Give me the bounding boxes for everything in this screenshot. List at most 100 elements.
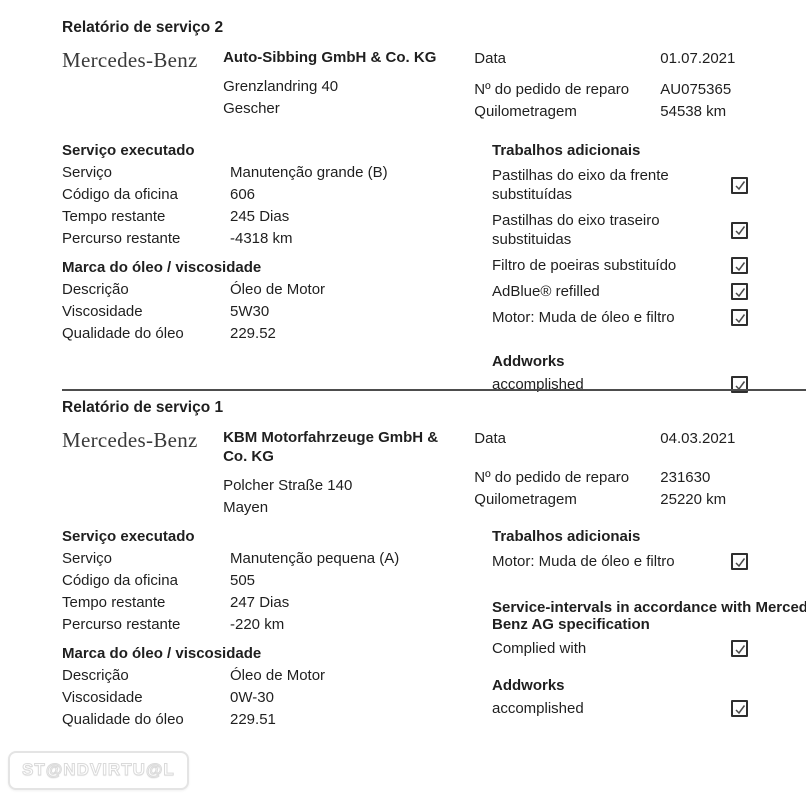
kv-workshop-code: Código da oficina 505 (62, 570, 492, 592)
repair-order-label: Nº do pedido de reparo (474, 469, 630, 486)
oil-viscosity-value: 0W-30 (230, 689, 274, 706)
additional-work-item: Pastilhas do eixo da frente substituídas (492, 166, 806, 204)
checked-checkbox-icon (731, 553, 748, 570)
addworks-status-row: accomplished (492, 375, 806, 394)
distance-remaining-value: -220 km (230, 616, 285, 633)
additional-work-item: Motor: Muda de óleo e filtro (492, 308, 806, 327)
report-body: Serviço executado Serviço Manutenção peq… (62, 526, 806, 731)
report-title: Relatório de serviço 1 (62, 399, 224, 416)
dealer-street: Grenzlandring 40 (223, 78, 339, 95)
mileage-value: 54538 km (660, 103, 727, 120)
dealer-name: Auto-Sibbing GmbH & Co. KG (223, 49, 437, 66)
checked-checkbox-icon (731, 176, 748, 194)
additional-work-item: AdBlue® refilled (492, 282, 806, 301)
time-remaining-value: 245 Dias (230, 208, 290, 225)
report-left-column: Serviço executado Serviço Manutenção peq… (62, 526, 492, 731)
kv-time-remaining: Tempo restante 247 Dias (62, 592, 492, 614)
oil-section-heading: Marca do óleo / viscosidade (62, 259, 262, 276)
kv-workshop-code: Código da oficina 606 (62, 184, 492, 206)
checked-checkbox-icon (731, 700, 748, 717)
meta-row-repair-order: Nº do pedido de reparo AU075365 (474, 79, 806, 101)
date-value: 01.07.2021 (660, 50, 736, 67)
meta-row-date: Data 04.03.2021 (474, 428, 806, 450)
service-intervals-status-row: Complied with (492, 639, 806, 658)
additional-work-label: Filtro de poeiras substituído (492, 257, 677, 274)
dealer-address-block: KBM Motorfahrzeuge GmbH & Co. KG Polcher… (223, 428, 474, 519)
repair-order-value: AU075365 (660, 81, 732, 98)
report-meta-block: Data 04.03.2021 Nº do pedido de reparo 2… (474, 428, 806, 519)
workshop-code-label: Código da oficina (62, 572, 178, 589)
additional-works-heading: Trabalhos adicionais (492, 142, 641, 159)
oil-description-label: Descrição (62, 281, 129, 298)
additional-work-label: AdBlue® refilled (492, 283, 600, 300)
additional-work-label: Motor: Muda de óleo e filtro (492, 309, 675, 326)
meta-row-repair-order: Nº do pedido de reparo 231630 (474, 467, 806, 489)
dealer-city: Mayen (223, 499, 269, 516)
additional-work-label: Motor: Muda de óleo e filtro (492, 553, 675, 570)
standvirtual-watermark: ST@NDVIRTU@L (8, 751, 189, 790)
report-header: Mercedes-Benz KBM Motorfahrzeuge GmbH & … (62, 428, 806, 519)
oil-description-label: Descrição (62, 667, 129, 684)
time-remaining-value: 247 Dias (230, 594, 290, 611)
oil-viscosity-value: 5W30 (230, 303, 270, 320)
kv-distance-remaining: Percurso restante -4318 km (62, 228, 492, 250)
meta-row-mileage: Quilometragem 54538 km (474, 101, 806, 123)
checked-checkbox-icon (731, 257, 748, 274)
addworks-heading: Addworks (492, 353, 565, 370)
oil-viscosity-label: Viscosidade (62, 689, 143, 706)
mileage-label: Quilometragem (474, 491, 577, 508)
kv-oil-viscosity: Viscosidade 0W-30 (62, 687, 492, 709)
oil-quality-value: 229.51 (230, 711, 276, 728)
dealer-city: Gescher (223, 100, 280, 117)
kv-oil-description: Descrição Óleo de Motor (62, 665, 492, 687)
workshop-code-label: Código da oficina (62, 186, 178, 203)
report-right-column: Trabalhos adicionais Motor: Muda de óleo… (492, 526, 806, 731)
meta-row-mileage: Quilometragem 25220 km (474, 489, 806, 511)
addworks-status-row: accomplished (492, 699, 806, 718)
service-intervals-status-label: Complied with (492, 640, 587, 657)
standvirtual-watermark-text: ST@NDVIRTU@L (22, 760, 175, 780)
time-remaining-label: Tempo restante (62, 208, 166, 225)
workshop-code-value: 606 (230, 186, 256, 203)
additional-work-item: Pastilhas do eixo traseiro substituidas (492, 211, 806, 249)
report-divider (62, 389, 806, 391)
report-meta-block: Data 01.07.2021 Nº do pedido de reparo A… (474, 48, 806, 123)
service-label: Serviço (62, 164, 113, 181)
kv-service: Serviço Manutenção pequena (A) (62, 548, 492, 570)
kv-oil-quality: Qualidade do óleo 229.52 (62, 323, 492, 345)
date-value: 04.03.2021 (660, 430, 736, 447)
service-report-1: Relatório de serviço 1 Mercedes-Benz KBM… (0, 398, 806, 731)
addworks-status-label: accomplished (492, 376, 584, 393)
distance-remaining-value: -4318 km (230, 230, 293, 247)
mileage-value: 25220 km (660, 491, 727, 508)
checked-checkbox-icon (731, 376, 748, 393)
kv-oil-quality: Qualidade do óleo 229.51 (62, 709, 492, 731)
additional-works-list: Pastilhas do eixo da frente substituídas… (492, 166, 806, 327)
dealer-street: Polcher Straße 140 (223, 477, 353, 494)
workshop-code-value: 505 (230, 572, 256, 589)
additional-works-heading: Trabalhos adicionais (492, 528, 641, 545)
additional-work-label: Pastilhas do eixo traseiro substituidas (492, 212, 660, 248)
report-body: Serviço executado Serviço Manutenção gra… (62, 140, 806, 401)
oil-quality-label: Qualidade do óleo (62, 325, 184, 342)
service-report-2: Relatório de serviço 2 Mercedes-Benz Aut… (0, 18, 806, 401)
distance-remaining-label: Percurso restante (62, 230, 181, 247)
service-intervals-heading: Service-intervals in accordance with Mer… (492, 599, 806, 633)
mileage-label: Quilometragem (474, 103, 577, 120)
repair-order-value: 231630 (660, 469, 711, 486)
mercedes-benz-wordmark: Mercedes-Benz (62, 428, 198, 452)
meta-row-date: Data 01.07.2021 (474, 48, 806, 70)
dealer-address-block: Auto-Sibbing GmbH & Co. KG Grenzlandring… (223, 48, 474, 123)
service-value: Manutenção grande (B) (230, 164, 388, 181)
kv-time-remaining: Tempo restante 245 Dias (62, 206, 492, 228)
oil-description-value: Óleo de Motor (230, 281, 326, 298)
repair-order-label: Nº do pedido de reparo (474, 81, 630, 98)
dealer-name: KBM Motorfahrzeuge GmbH & Co. KG (223, 429, 439, 465)
additional-works-list: Motor: Muda de óleo e filtro (492, 552, 806, 571)
addworks-heading: Addworks (492, 677, 565, 694)
kv-distance-remaining: Percurso restante -220 km (62, 614, 492, 636)
date-label: Data (474, 50, 506, 67)
oil-quality-value: 229.52 (230, 325, 276, 342)
checked-checkbox-icon (731, 309, 748, 326)
